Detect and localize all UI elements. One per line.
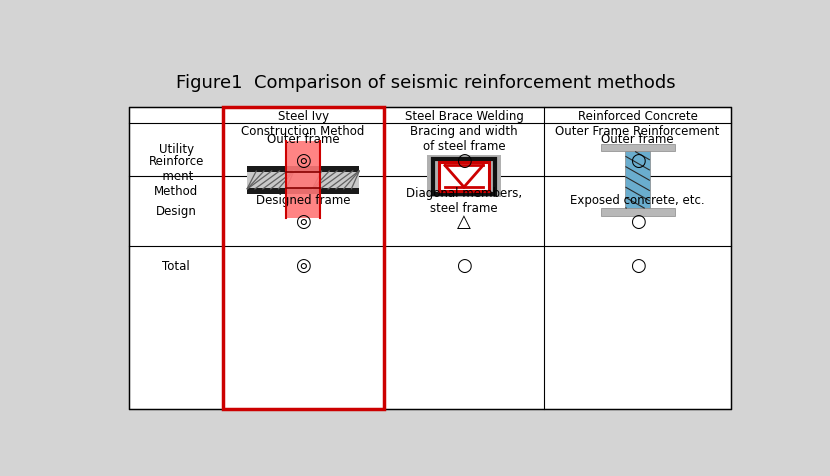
Bar xyxy=(247,170,359,190)
Text: Reinforce
-ment
Method: Reinforce -ment Method xyxy=(149,155,204,198)
Bar xyxy=(286,141,320,218)
Text: ○: ○ xyxy=(457,257,471,275)
Text: Designed frame: Designed frame xyxy=(256,194,350,207)
Text: ◎: ◎ xyxy=(295,257,311,275)
Text: Steel Ivy
Construction Method: Steel Ivy Construction Method xyxy=(242,110,365,138)
Text: Design: Design xyxy=(156,205,197,218)
Bar xyxy=(222,107,383,409)
Bar xyxy=(433,159,495,194)
Text: Total: Total xyxy=(162,259,190,273)
Text: ○: ○ xyxy=(630,152,646,169)
Text: △: △ xyxy=(457,213,471,231)
Text: ○: ○ xyxy=(630,257,646,275)
Text: ◎: ◎ xyxy=(295,213,311,231)
Text: Bracing and width
of steel frame: Bracing and width of steel frame xyxy=(410,125,518,153)
Bar xyxy=(247,188,359,194)
Text: Figure1  Comparison of seismic reinforcement methods: Figure1 Comparison of seismic reinforcem… xyxy=(176,74,675,91)
Text: Reinforced Concrete
Outer Frame Reinforcement: Reinforced Concrete Outer Frame Reinforc… xyxy=(555,110,720,138)
Bar xyxy=(601,144,675,151)
Text: Outer frame: Outer frame xyxy=(267,133,339,146)
Text: Steel Brace Welding: Steel Brace Welding xyxy=(404,110,524,123)
Text: Outer frame: Outer frame xyxy=(602,133,674,146)
Text: ○: ○ xyxy=(457,152,471,169)
Text: Exposed concrete, etc.: Exposed concrete, etc. xyxy=(570,194,705,207)
Text: ○: ○ xyxy=(630,213,646,231)
Text: Diagonal members,
steel frame: Diagonal members, steel frame xyxy=(406,187,522,215)
Text: ◎: ◎ xyxy=(295,152,311,169)
Bar xyxy=(247,166,359,171)
Bar xyxy=(626,151,650,208)
Text: Utility: Utility xyxy=(159,143,193,156)
Bar xyxy=(601,208,675,216)
Bar xyxy=(438,162,490,191)
Bar xyxy=(129,107,731,409)
Bar xyxy=(427,155,501,198)
